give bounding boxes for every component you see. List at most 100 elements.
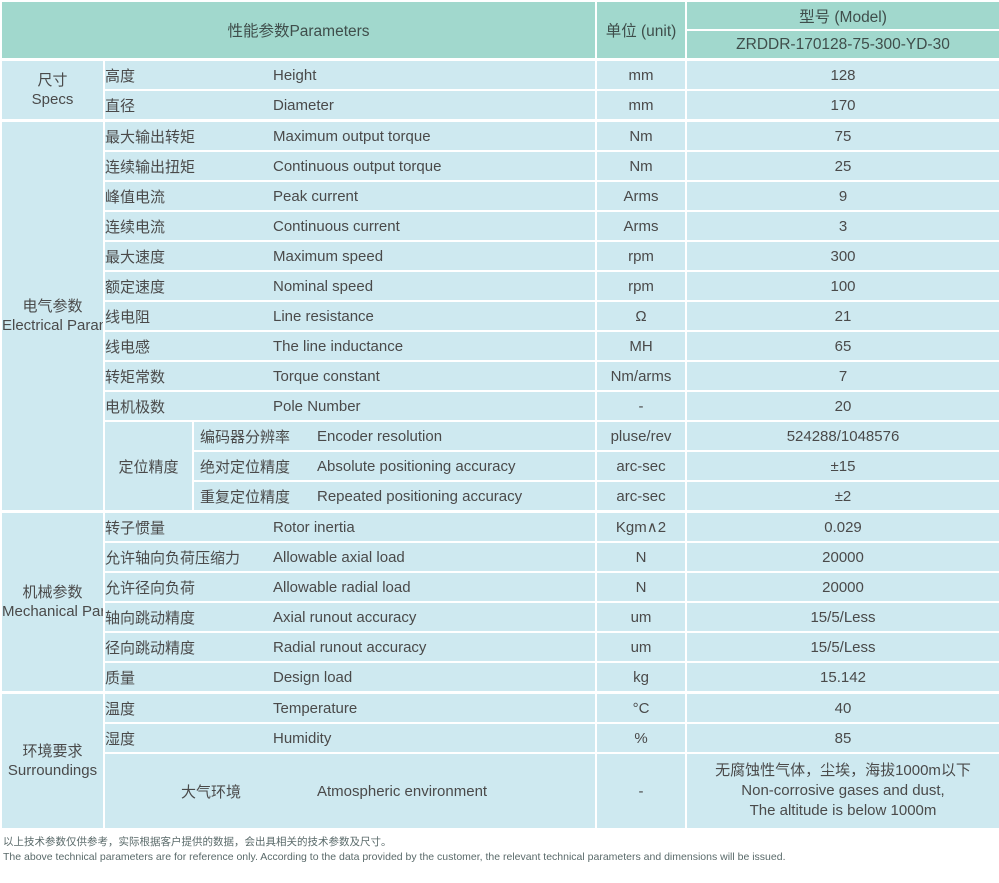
param-label-cell: 湿度 Humidity <box>103 722 597 754</box>
value-cell: 9 <box>685 180 999 212</box>
param-en-label: Repeated positioning accuracy <box>317 487 523 505</box>
category-en: Surroundings <box>7 762 98 779</box>
param-zh-label: 轴向跳动精度 <box>105 609 196 627</box>
param-label-cell: 连续电流 Continuous current <box>103 210 597 242</box>
param-label-cell: 线电感 The line inductance <box>103 330 597 362</box>
param-zh-label: 最大输出转矩 <box>105 128 196 146</box>
unit-cell: Kgm∧2 <box>595 510 687 543</box>
table-row: 最大速度 Maximum speed rpm 300 <box>1 240 999 272</box>
param-zh-label: 允许径向负荷 <box>105 579 196 597</box>
param-zh-label: 转矩常数 <box>105 368 166 386</box>
value-cell: 128 <box>685 58 999 91</box>
unit-cell: um <box>595 631 687 663</box>
unit-cell: - <box>595 390 687 422</box>
param-label-cell: 最大输出转矩 Maximum output torque <box>103 119 597 152</box>
param-en-label: Peak current <box>273 187 359 205</box>
unit-cell: kg <box>595 661 687 694</box>
table-row: 湿度 Humidity % 85 <box>1 722 999 754</box>
table-row: 重复定位精度 Repeated positioning accuracy arc-… <box>1 480 999 513</box>
param-zh-label: 连续电流 <box>105 218 166 236</box>
param-en-label: Continuous output torque <box>273 157 442 175</box>
table-row: 机械参数 Mechanical Parameters 转子惯量 Rotor ine… <box>0 510 999 694</box>
param-en-label: Nominal speed <box>273 277 374 295</box>
value-cell: 15/5/Less <box>685 601 999 633</box>
footer-notes: 以上技术参数仅供参考，实际根据客户提供的数据，会出具相关的技术参数及尺寸。 Th… <box>0 830 999 865</box>
header-unit: 单位 (unit) <box>595 0 687 61</box>
unit-cell: - <box>595 752 687 830</box>
unit-cell: N <box>595 571 687 603</box>
unit-cell: arc-sec <box>595 450 687 482</box>
datasheet-page: 性能参数Parameters 单位 (unit) 型号 (Model) ZRDD… <box>0 0 999 865</box>
param-en-label: Diameter <box>273 96 334 114</box>
param-label-cell: 转矩常数 Torque constant <box>103 360 597 392</box>
category-cell-electrical: 电气参数 Electrical Parameters <box>0 119 105 513</box>
param-zh-label: 允许轴向负荷压缩力 <box>105 549 241 567</box>
value-cell: 524288/1048576 <box>685 420 999 452</box>
table-header-row: 性能参数Parameters 单位 (unit) 型号 (Model) <box>0 0 999 61</box>
table-row: 定位精度 编码器分辨率 Encoder resolution pluse/rev … <box>1 420 999 513</box>
unit-cell: °C <box>595 691 687 724</box>
param-zh-label: 峰值电流 <box>105 188 166 206</box>
unit-cell: % <box>595 722 687 754</box>
unit-cell: um <box>595 601 687 633</box>
param-en-label: Absolute positioning accuracy <box>317 457 516 475</box>
category-cell-surroundings: 环境要求 Surroundings <box>0 691 105 830</box>
param-zh-label: 湿度 <box>105 730 136 748</box>
category-en: Specs <box>31 91 74 108</box>
table-row: 连续电流 Continuous current Arms 3 <box>1 210 999 242</box>
header-model: 型号 (Model) <box>685 0 999 31</box>
table-row: 线电阻 Line resistance Ω 21 <box>1 300 999 332</box>
category-en: Electrical Parameters <box>2 317 102 334</box>
value-cell: ±15 <box>685 450 999 482</box>
param-label-cell: 连续输出扭矩 Continuous output torque <box>103 150 597 182</box>
param-en-label: Design load <box>273 668 353 686</box>
param-en-label: Maximum speed <box>273 247 384 265</box>
param-label-cell: 峰值电流 Peak current <box>103 180 597 212</box>
value-cell: 170 <box>685 89 999 122</box>
param-label-cell: 编码器分辨率 Encoder resolution <box>192 420 597 452</box>
unit-cell: mm <box>595 58 687 91</box>
param-zh-label: 线电感 <box>105 338 151 356</box>
value-cell: 300 <box>685 240 999 272</box>
param-label-cell: 轴向跳动精度 Axial runout accuracy <box>103 601 597 633</box>
param-en-label: Allowable axial load <box>273 548 405 566</box>
param-zh-label: 线电阻 <box>105 308 151 326</box>
param-en-label: The line inductance <box>273 337 404 355</box>
table-row: 尺寸 Specs 高度 Height mm 128 <box>0 58 999 122</box>
param-en-label: Axial runout accuracy <box>273 608 417 626</box>
table-row: 额定速度 Nominal speed rpm 100 <box>1 270 999 302</box>
value-cell: 100 <box>685 270 999 302</box>
param-en-label: Rotor inertia <box>273 518 355 536</box>
param-zh-label: 转子惯量 <box>105 519 166 537</box>
spec-table: 性能参数Parameters 单位 (unit) 型号 (Model) ZRDD… <box>0 0 999 830</box>
value-line: Non-corrosive gases and dust, <box>741 781 945 799</box>
table-row: 允许轴向负荷压缩力 Allowable axial load N 20000 <box>1 541 999 573</box>
param-zh-label: 温度 <box>105 700 136 718</box>
param-zh-label: 电机极数 <box>105 398 166 416</box>
param-zh-label: 额定速度 <box>105 278 166 296</box>
value-cell: 21 <box>685 300 999 332</box>
param-en-label: Atmospheric environment <box>317 782 488 800</box>
value-cell: 85 <box>685 722 999 754</box>
param-en-label: Torque constant <box>273 367 380 385</box>
value-cell: 20 <box>685 390 999 422</box>
param-en-label: Allowable radial load <box>273 578 411 596</box>
value-line: The altitude is below 1000m <box>749 802 937 820</box>
unit-cell: rpm <box>595 270 687 302</box>
unit-cell: MH <box>595 330 687 362</box>
table-row: 允许径向负荷 Allowable radial load N 20000 <box>1 571 999 603</box>
unit-cell: Ω <box>595 300 687 332</box>
param-zh-label: 编码器分辨率 <box>200 428 291 446</box>
param-en-label: Height <box>273 66 317 84</box>
param-label-cell: 绝对定位精度 Absolute positioning accuracy <box>192 450 597 482</box>
unit-cell: Arms <box>595 180 687 212</box>
value-cell: 65 <box>685 330 999 362</box>
value-cell: 25 <box>685 150 999 182</box>
table-row: 转矩常数 Torque constant Nm/arms 7 <box>1 360 999 392</box>
value-cell: 75 <box>685 119 999 152</box>
param-label-cell: 高度 Height <box>103 58 597 91</box>
table-row: 环境要求 Surroundings 温度 Temperature °C 40 <box>0 691 999 830</box>
param-label-cell: 大气环境 Atmospheric environment <box>103 752 597 830</box>
unit-cell: Nm/arms <box>595 360 687 392</box>
value-cell: 3 <box>685 210 999 242</box>
